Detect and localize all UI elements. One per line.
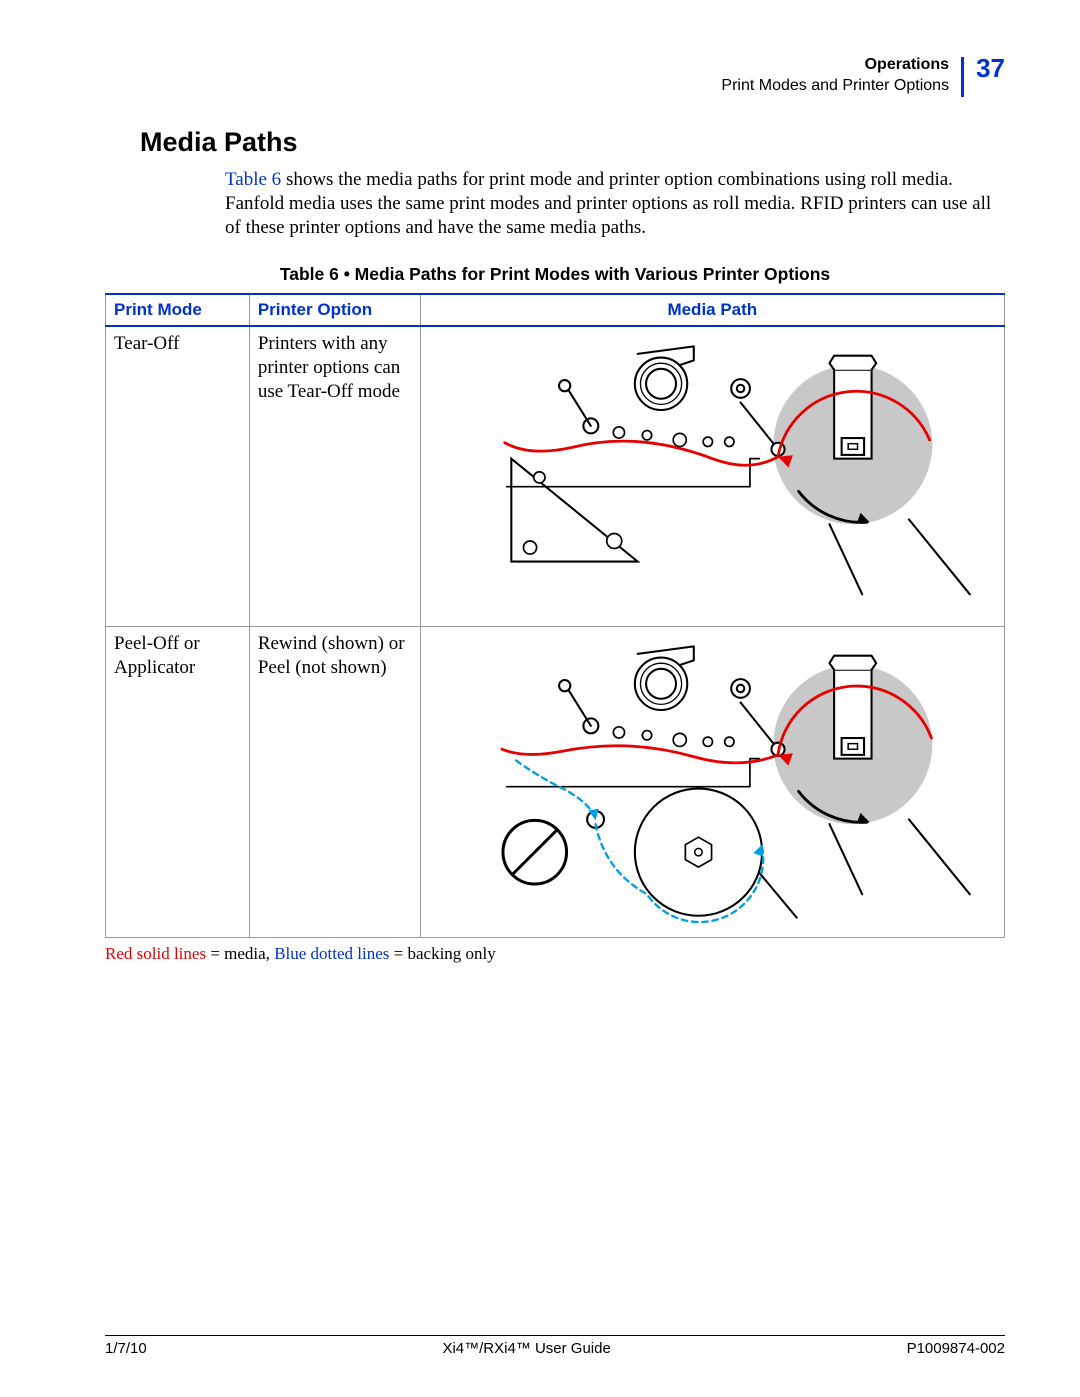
section-heading: Media Paths (140, 127, 1005, 158)
cell-printer-option: Printers with any printer options can us… (249, 326, 420, 626)
page-number: 37 (976, 55, 1005, 81)
legend-red-desc: = media, (206, 944, 274, 963)
legend-blue-desc: = backing only (389, 944, 495, 963)
table-caption: Table 6 • Media Paths for Print Modes wi… (105, 264, 1005, 285)
header-text-block: Operations Print Modes and Printer Optio… (721, 55, 949, 97)
tearoff-diagram (450, 337, 975, 599)
col-print-mode: Print Mode (106, 294, 250, 326)
header-section: Operations (721, 55, 949, 76)
cell-diagram-tearoff (420, 326, 1004, 626)
footer-title: Xi4™/RXi4™ User Guide (442, 1340, 610, 1357)
table-row: Tear-Off Printers with any printer optio… (106, 326, 1005, 626)
cell-diagram-peeloff (420, 626, 1004, 937)
media-paths-table: Print Mode Printer Option Media Path Tea… (105, 293, 1005, 938)
footer-docnum: P1009874-002 (907, 1340, 1005, 1357)
table-reference-link[interactable]: Table 6 (225, 169, 281, 190)
table-header-row: Print Mode Printer Option Media Path (106, 294, 1005, 326)
col-printer-option: Printer Option (249, 294, 420, 326)
col-media-path: Media Path (420, 294, 1004, 326)
peeloff-diagram (450, 637, 975, 927)
cell-printer-option: Rewind (shown) or Peel (not shown) (249, 626, 420, 937)
header-divider (961, 57, 964, 97)
page-footer: 1/7/10 Xi4™/RXi4™ User Guide P1009874-00… (105, 1335, 1005, 1357)
page-header: Operations Print Modes and Printer Optio… (105, 55, 1005, 97)
table-row: Peel-Off or Applicator Rewind (shown) or… (106, 626, 1005, 937)
header-subsection: Print Modes and Printer Options (721, 76, 949, 97)
footer-date: 1/7/10 (105, 1340, 147, 1357)
cell-print-mode: Tear-Off (106, 326, 250, 626)
intro-text: shows the media paths for print mode and… (225, 169, 991, 238)
intro-paragraph: Table 6 shows the media paths for print … (225, 168, 995, 239)
legend-blue: Blue dotted lines (274, 944, 389, 963)
legend: Red solid lines = media, Blue dotted lin… (105, 938, 1005, 964)
legend-red: Red solid lines (105, 944, 206, 963)
cell-print-mode: Peel-Off or Applicator (106, 626, 250, 937)
